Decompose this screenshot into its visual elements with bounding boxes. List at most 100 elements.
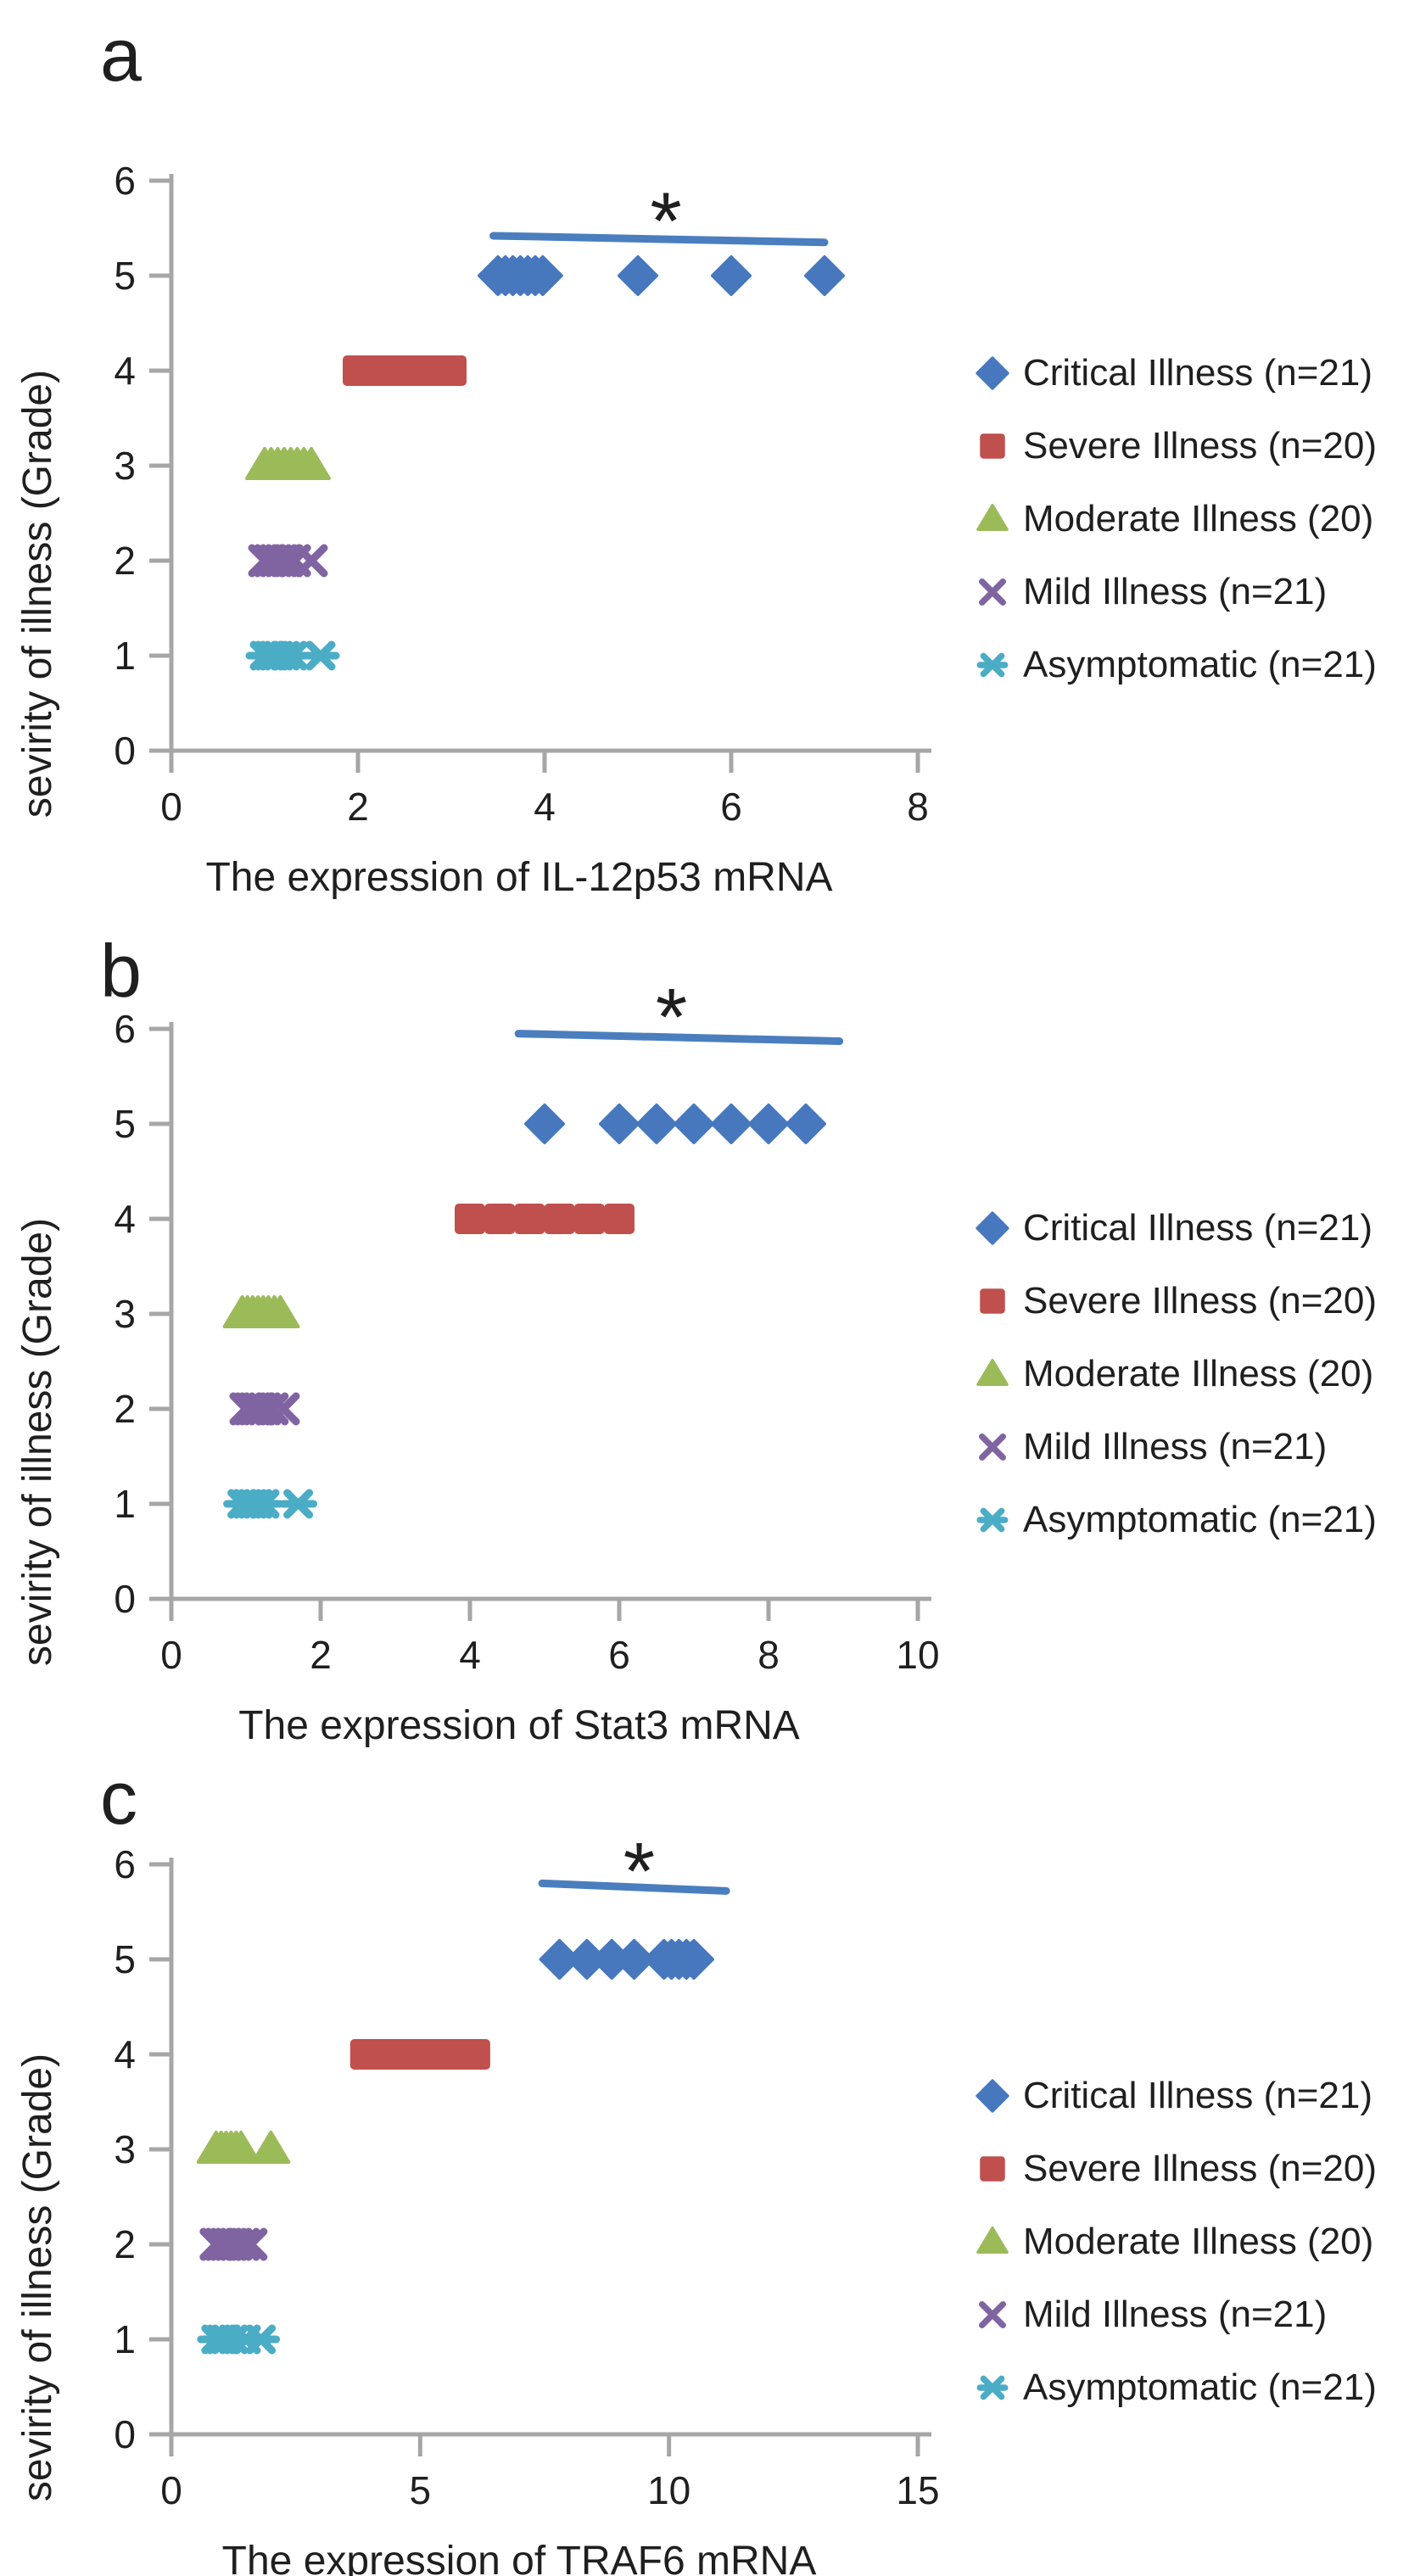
- data-point-square-icon: [604, 1204, 635, 1234]
- data-point-x-bar-icon: [242, 2324, 281, 2355]
- x-tick-label: 5: [410, 2468, 432, 2512]
- x-axis-title: The expression of TRAF6 mRNA: [222, 2539, 817, 2576]
- data-point-x-icon: [979, 2301, 1006, 2328]
- square-icon: [980, 433, 1005, 459]
- data-point-diamond-icon: [539, 1939, 580, 1980]
- y-tick-label: 6: [114, 1007, 136, 1051]
- legend-label: Critical Illness (n=21): [1023, 2075, 1373, 2116]
- data-point-x-bar-icon: [976, 1507, 1009, 1533]
- scatter-chart-b: 0 1 2 3 4 5 6 0 2 4 6 8 10 b The expression of Stat3 m…: [15, 929, 940, 1748]
- significance-line: [489, 232, 829, 247]
- data-point-diamond-icon: [522, 255, 563, 296]
- panel-c: 0 1 2 3 4 5 6 0 5 10 15 c The expression of TRAF6 mR…: [0, 1684, 1420, 2576]
- data-point-x-bar-icon: [976, 652, 1009, 678]
- data-point-diamond-icon: [618, 255, 658, 296]
- series-diamond: [478, 255, 845, 296]
- data-point-diamond-icon: [674, 1939, 714, 1980]
- x-tick-label: 10: [647, 2468, 690, 2512]
- scatter-chart-c: 0 1 2 3 4 5 6 0 5 10 15 c The expression of TRAF6 mR…: [15, 1756, 940, 2576]
- series-triangle: [222, 1295, 300, 1328]
- data-point-square-icon: [980, 433, 1005, 459]
- y-tick-label: 2: [114, 2222, 136, 2266]
- data-point-triangle-icon: [260, 1295, 300, 1328]
- legend-label: Critical Illness (n=21): [1023, 352, 1373, 394]
- data-point-diamond-icon: [976, 2079, 1009, 2113]
- legend-panel-a: Critical Illness (n=21) Severe Illness (n…: [974, 351, 1420, 716]
- legend-label: Mild Illness (n=21): [1023, 571, 1328, 612]
- legend-label: Moderate Illness (20): [1023, 1353, 1374, 1394]
- diamond-icon: [976, 1211, 1009, 1245]
- diamond-icon: [976, 356, 1009, 390]
- data-point-x-icon: [294, 544, 328, 578]
- y-tick-label: 1: [114, 1482, 136, 1526]
- square-icon: [980, 2156, 1005, 2182]
- x-tick-label: 0: [160, 1633, 182, 1677]
- data-point-diamond-icon: [674, 1104, 714, 1144]
- y-axis-title: sevirity of illness (Grade): [15, 370, 60, 818]
- data-point-square-icon: [455, 1204, 485, 1234]
- data-point-x-icon: [266, 1392, 300, 1426]
- triangle-icon: [976, 2226, 1009, 2254]
- series-x: [229, 1392, 300, 1426]
- x-tick-label: 6: [608, 1633, 630, 1677]
- series-triangle: [196, 2131, 291, 2164]
- data-point-x-bar-icon: [279, 1489, 318, 1519]
- y-tick-label: 4: [114, 1197, 136, 1241]
- panel-b: 0 1 2 3 4 5 6 0 2 4 6 8 10 b The expression of Stat3 m…: [0, 848, 1420, 1748]
- series-square: [343, 355, 467, 386]
- y-tick-label: 0: [114, 1577, 136, 1621]
- legend-item: Asymptomatic (n=21): [974, 643, 1420, 687]
- significance-star: *: [623, 1826, 655, 1917]
- legend-item: Critical Illness (n=21): [974, 351, 1420, 395]
- y-tick-label: 5: [114, 1937, 136, 1981]
- y-tick-label: 4: [114, 349, 136, 393]
- data-point-diamond-icon: [976, 1211, 1009, 1245]
- data-point-triangle-icon: [976, 503, 1009, 531]
- data-point-diamond-icon: [711, 1104, 752, 1144]
- y-axis-title: sevirity of illness (Grade): [15, 2054, 60, 2501]
- series-diamond: [539, 1939, 714, 1980]
- x-tick-label: 15: [896, 2468, 939, 2512]
- x-bar-icon: [976, 2375, 1009, 2400]
- legend-label: Moderate Illness (20): [1023, 498, 1374, 539]
- series-triangle: [245, 447, 331, 480]
- data-point-square-icon: [459, 2039, 490, 2070]
- x-tick-label: 4: [534, 785, 556, 829]
- x-tick-label: 0: [160, 785, 182, 829]
- data-point-square-icon: [436, 355, 467, 386]
- scatter-chart-a: 0 1 2 3 4 5 6 0 2 4 6 8 a The expression of IL-12p53 …: [15, 13, 931, 900]
- x-bar-icon: [976, 1507, 1009, 1533]
- data-point-diamond-icon: [711, 255, 752, 296]
- x-tick-label: 0: [160, 2468, 182, 2512]
- data-point-square-icon: [544, 1204, 575, 1234]
- data-point-diamond-icon: [804, 255, 845, 296]
- legend-item: Severe Illness (n=20): [974, 1279, 1420, 1323]
- legend-label: Critical Illness (n=21): [1023, 1207, 1373, 1249]
- legend-item: Moderate Illness (20): [974, 497, 1420, 541]
- legend-label: Severe Illness (n=20): [1023, 425, 1377, 467]
- data-point-diamond-icon: [748, 1104, 789, 1144]
- panel-letter: b: [100, 929, 142, 1013]
- data-point-square-icon: [484, 1204, 516, 1234]
- series-square: [455, 1204, 635, 1234]
- panel-letter: c: [100, 1756, 137, 1840]
- panel-a: 0 1 2 3 4 5 6 0 2 4 6 8 a The expression of IL-12p53 …: [0, 0, 1420, 900]
- legend-item: Critical Illness (n=21): [974, 1206, 1420, 1250]
- legend-label: Asymptomatic (n=21): [1023, 2366, 1377, 2408]
- series-diamond: [524, 1104, 826, 1144]
- legend-panel-c: Critical Illness (n=21) Severe Illness (n…: [974, 2074, 1420, 2439]
- diamond-icon: [976, 2079, 1009, 2113]
- legend-item: Severe Illness (n=20): [974, 2147, 1420, 2191]
- legend-item: Mild Illness (n=21): [974, 2293, 1420, 2337]
- x-tick-label: 2: [347, 785, 369, 829]
- y-tick-label: 1: [114, 634, 136, 678]
- y-tick-label: 3: [114, 1292, 136, 1336]
- y-tick-label: 6: [114, 1842, 136, 1886]
- panel-letter: a: [100, 13, 142, 97]
- y-tick-label: 0: [114, 2412, 136, 2456]
- legend-item: Asymptomatic (n=21): [974, 1498, 1420, 1542]
- x-tick-label: 8: [758, 1633, 780, 1677]
- triangle-icon: [976, 1358, 1009, 1386]
- legend-panel-b: Critical Illness (n=21) Severe Illness (n…: [974, 1206, 1420, 1571]
- y-tick-label: 1: [114, 2317, 136, 2361]
